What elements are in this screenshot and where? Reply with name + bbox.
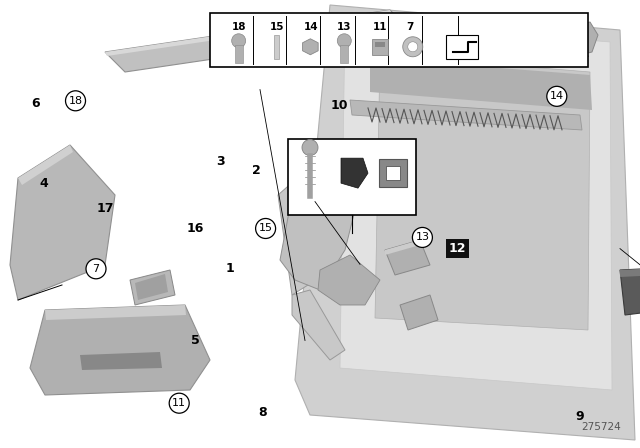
- Circle shape: [86, 259, 106, 279]
- Bar: [340, 45, 348, 63]
- Text: 5: 5: [191, 334, 200, 347]
- Text: 8: 8: [258, 405, 267, 419]
- Text: 7: 7: [92, 264, 100, 274]
- Text: 12: 12: [449, 242, 467, 255]
- Circle shape: [302, 139, 318, 155]
- Text: 3: 3: [216, 155, 225, 168]
- Polygon shape: [341, 158, 368, 188]
- Polygon shape: [130, 270, 175, 305]
- Polygon shape: [303, 39, 318, 55]
- Circle shape: [403, 37, 423, 57]
- Polygon shape: [295, 5, 635, 440]
- Polygon shape: [80, 352, 162, 370]
- Text: 13: 13: [415, 233, 429, 242]
- Polygon shape: [620, 268, 640, 315]
- Text: 14: 14: [550, 91, 564, 101]
- Polygon shape: [292, 290, 345, 360]
- Circle shape: [337, 34, 351, 48]
- Text: 16: 16: [186, 222, 204, 235]
- Bar: [210, 13, 588, 67]
- Polygon shape: [573, 22, 598, 55]
- Text: 13: 13: [337, 22, 352, 32]
- Text: 7: 7: [406, 22, 413, 32]
- Polygon shape: [620, 268, 640, 277]
- Circle shape: [169, 393, 189, 413]
- Polygon shape: [370, 58, 592, 110]
- Bar: [288, 139, 416, 215]
- Polygon shape: [105, 10, 410, 72]
- Circle shape: [547, 86, 567, 106]
- Text: 11: 11: [372, 22, 387, 32]
- Bar: [386, 166, 400, 180]
- Text: 2: 2: [252, 164, 260, 177]
- Text: 275724: 275724: [581, 422, 621, 432]
- Text: 17: 17: [97, 202, 115, 215]
- Circle shape: [408, 42, 418, 52]
- Polygon shape: [318, 255, 380, 305]
- Circle shape: [412, 228, 433, 247]
- Polygon shape: [372, 39, 388, 55]
- Polygon shape: [375, 55, 590, 330]
- Text: 18: 18: [232, 22, 246, 32]
- Bar: [235, 45, 243, 63]
- Polygon shape: [30, 305, 210, 395]
- Text: 10: 10: [330, 99, 348, 112]
- Polygon shape: [45, 305, 186, 320]
- Text: 1: 1: [226, 262, 235, 276]
- Text: 4: 4: [39, 177, 48, 190]
- Polygon shape: [400, 295, 438, 330]
- Polygon shape: [385, 240, 430, 275]
- Bar: [446, 35, 478, 59]
- Polygon shape: [385, 240, 420, 255]
- Polygon shape: [18, 145, 73, 185]
- Circle shape: [255, 219, 276, 238]
- Circle shape: [65, 91, 86, 111]
- Text: 6: 6: [31, 96, 40, 110]
- Polygon shape: [105, 10, 392, 56]
- Polygon shape: [10, 145, 115, 300]
- Polygon shape: [350, 100, 582, 130]
- Bar: [376, 42, 385, 47]
- Bar: [379, 159, 407, 187]
- Bar: [275, 35, 280, 59]
- Text: 14: 14: [303, 22, 318, 32]
- Text: 15: 15: [259, 224, 273, 233]
- Polygon shape: [340, 20, 612, 390]
- Polygon shape: [278, 180, 308, 295]
- Circle shape: [232, 34, 246, 48]
- Polygon shape: [280, 160, 360, 290]
- Text: 9: 9: [575, 410, 584, 423]
- Polygon shape: [135, 274, 168, 300]
- Text: 18: 18: [68, 96, 83, 106]
- Text: 11: 11: [172, 398, 186, 408]
- Text: 15: 15: [269, 22, 284, 32]
